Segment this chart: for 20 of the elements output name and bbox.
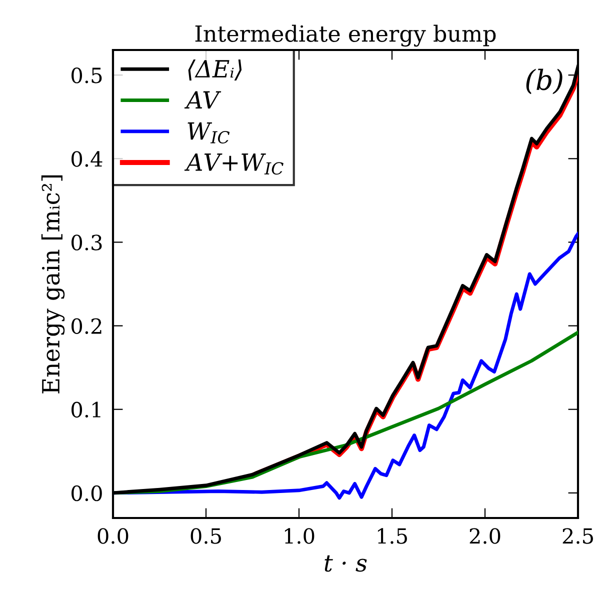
x-tick-label: 2.5 [562,528,593,544]
x-axis-title: t · s [324,555,367,572]
y-tick-label: 0.2 [72,318,102,334]
y-tick-label: 0.1 [72,402,100,418]
y-tick-label: 0.3 [72,234,102,250]
legend-label: AV+W$_{IC}$ [184,153,284,175]
annotation: (b) [526,68,562,94]
legend-label: W$_{IC}$ [188,122,230,144]
x-tick-label: 0.0 [98,528,128,544]
y-tick-label: 0.5 [72,68,102,84]
chart-title: Intermediate energy bump [195,24,496,47]
legend-label: AV [184,91,222,108]
x-tick-label: 2.0 [470,528,500,544]
y-tick-label: 0.4 [72,151,102,167]
x-tick-label: 1.5 [378,528,407,544]
x-tick-label: 1.0 [284,528,314,544]
x-tick-label: 0.5 [190,528,221,544]
legend-label: ⟨ΔEᵢ⟩ [188,59,242,80]
y-tick-label: 0.0 [72,485,102,502]
y-axis-title: Energy gain [mᵢc²] [41,175,65,394]
